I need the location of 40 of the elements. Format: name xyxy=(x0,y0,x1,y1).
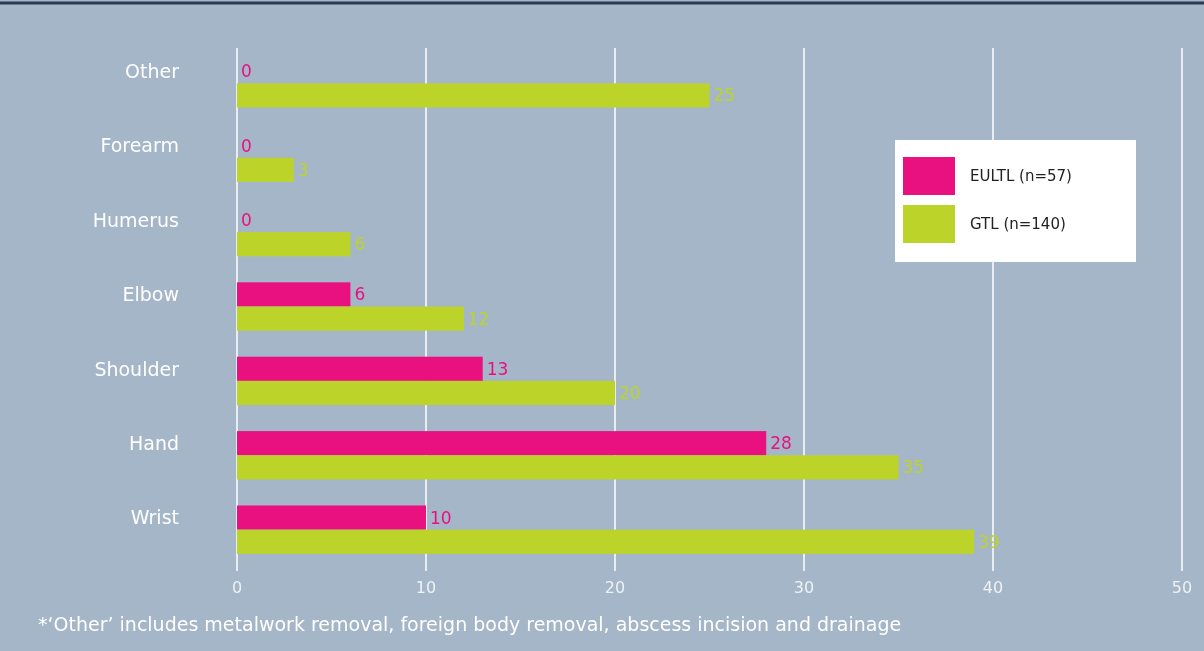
x-tick-label: 0 xyxy=(231,578,243,597)
data-label: 13 xyxy=(486,358,509,379)
bar xyxy=(237,83,710,108)
y-tick-label: Other xyxy=(125,59,180,82)
bar xyxy=(237,356,483,381)
bar xyxy=(237,282,351,307)
data-label: 6 xyxy=(354,284,366,305)
data-label: 12 xyxy=(467,308,490,329)
data-label: 6 xyxy=(354,234,366,255)
y-tick-label: Humerus xyxy=(92,208,179,231)
data-label: 0 xyxy=(241,61,252,82)
data-label: 28 xyxy=(770,433,792,454)
data-label: 10 xyxy=(430,507,452,528)
bar xyxy=(237,380,615,406)
data-label: 35 xyxy=(902,457,925,478)
y-tick-label: Elbow xyxy=(122,283,179,306)
bar xyxy=(237,431,767,456)
bar xyxy=(237,455,899,480)
data-label: 3 xyxy=(297,159,309,180)
y-tick-label: Shoulder xyxy=(94,357,180,380)
data-label: 25 xyxy=(713,85,736,106)
x-tick-label: 10 xyxy=(415,578,437,597)
x-tick-label: 40 xyxy=(982,578,1004,597)
x-tick-label: 30 xyxy=(793,578,815,597)
bar xyxy=(237,232,351,257)
data-label: 0 xyxy=(241,209,252,230)
bar xyxy=(237,306,464,331)
bar xyxy=(237,529,975,554)
text: *‘Other’ includes metalwork removal, foreign body removal, abscess incision and drainage xyxy=(38,613,902,635)
bar xyxy=(237,157,294,182)
x-tick-label: 50 xyxy=(1171,578,1193,597)
data-label: 20 xyxy=(619,382,641,403)
y-tick-label: Forearm xyxy=(100,134,179,157)
data-label: 39 xyxy=(978,531,1000,552)
y-tick-label: Wrist xyxy=(130,506,179,529)
y-tick-label: Hand xyxy=(128,431,179,454)
legend: EULTL (n=57) GTL (n=140) xyxy=(895,140,1136,262)
x-tick-label: 20 xyxy=(604,578,626,597)
bar xyxy=(237,505,426,530)
data-label: 0 xyxy=(241,135,252,156)
